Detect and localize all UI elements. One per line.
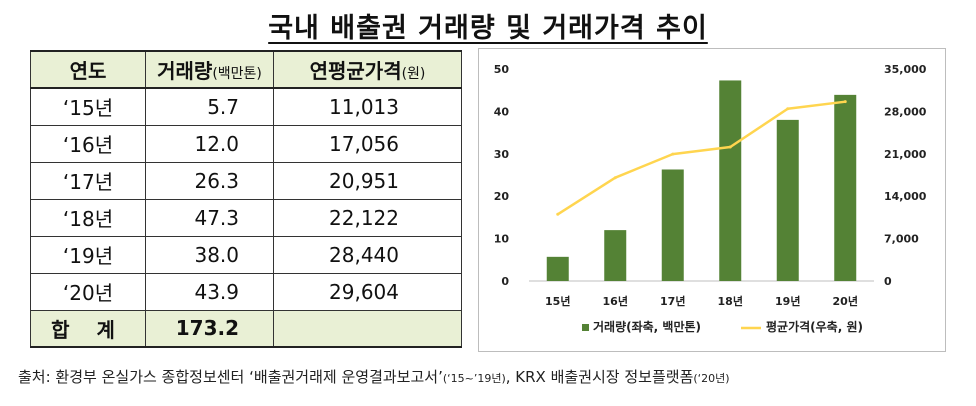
left-axis-tick-label: 0 (501, 275, 509, 288)
source-mid: , KRX 배출권시장 정보플랫폼 (505, 368, 694, 386)
left-axis-tick-label: 40 (494, 105, 510, 118)
row-volume: 12.0 (145, 124, 274, 163)
source-note-year: (‘20년) (693, 372, 730, 385)
row-year: ‘20년 (30, 272, 146, 311)
header-volume-unit: (백만톤) (212, 66, 262, 82)
legend-label-volume: 거래량(좌축, 백만톤) (593, 319, 701, 334)
row-volume: 38.0 (145, 235, 274, 274)
row-price: 20,951 (273, 161, 462, 200)
bar-volume (661, 169, 684, 281)
right-axis-tick-label: 35,000 (884, 63, 927, 76)
row-year: ‘18년 (30, 198, 146, 237)
header-year: 연도 (30, 50, 146, 89)
x-axis-tick-label: 18년 (718, 294, 743, 308)
right-axis-tick-label: 7,000 (884, 233, 919, 246)
x-axis-tick-label: 17년 (660, 294, 685, 308)
x-axis-tick-label: 19년 (775, 294, 800, 308)
right-axis-tick-label: 14,000 (884, 190, 927, 203)
row-year: ‘17년 (30, 161, 146, 200)
left-axis-tick-label: 10 (494, 233, 510, 246)
line-price-point (843, 100, 847, 104)
bar-volume (719, 80, 742, 281)
header-price-unit: (원) (401, 66, 426, 82)
table-row: ‘20년 43.9 29,604 (30, 272, 462, 311)
row-price: 22,122 (273, 198, 462, 237)
bar-volume (546, 256, 569, 281)
line-price-point (556, 212, 560, 216)
source-note-years: (‘15~’19년) (442, 372, 506, 385)
x-axis-tick-label: 15년 (545, 294, 570, 308)
x-axis-tick-label: 16년 (603, 294, 628, 308)
line-price (557, 100, 846, 216)
table-total-row: 합 계 173.2 (30, 309, 462, 348)
chart-container: 0 10 20 30 40 50 0 7,000 14,000 21,000 28,000 35,00… (478, 48, 946, 352)
right-axis-tick-label: 0 (884, 275, 892, 288)
table-row: ‘19년 38.0 28,440 (30, 235, 462, 274)
table-row: ‘17년 26.3 20,951 (30, 161, 462, 200)
table-row: ‘18년 47.3 22,122 (30, 198, 462, 237)
header-volume: 거래량(백만톤) (145, 50, 274, 89)
row-price: 29,604 (273, 272, 462, 311)
right-axis-tick-label: 28,000 (884, 105, 927, 118)
page-title: 국내 배출권 거래량 및 거래가격 추이 (268, 13, 708, 44)
row-year: ‘15년 (30, 87, 146, 126)
legend-label-price: 평균가격(우축, 원) (766, 319, 863, 334)
row-year: ‘16년 (30, 124, 146, 163)
right-axis-tick-label: 21,000 (884, 148, 927, 161)
row-volume: 43.9 (145, 272, 274, 311)
bar-volume (604, 230, 627, 281)
table-header-row: 연도 거래량(백만톤) 연평균가격(원) (30, 50, 462, 89)
total-volume: 173.2 (145, 309, 274, 348)
row-price: 11,013 (273, 87, 462, 126)
total-price-empty (273, 309, 462, 348)
line-price-point (728, 145, 732, 149)
row-price: 17,056 (273, 124, 462, 163)
row-volume: 26.3 (145, 161, 274, 200)
line-price-point (786, 107, 790, 111)
header-price: 연평균가격(원) (273, 50, 462, 89)
legend-swatch-volume (582, 324, 589, 331)
line-price-point (671, 152, 675, 156)
x-axis-tick-label: 20년 (833, 294, 858, 308)
combo-chart: 0 10 20 30 40 50 0 7,000 14,000 21,000 28,000 35,00… (494, 63, 927, 334)
row-volume: 5.7 (145, 87, 274, 126)
row-volume: 47.3 (145, 198, 274, 237)
bar-volume (776, 119, 799, 281)
left-axis-tick-label: 20 (494, 190, 510, 203)
left-axis-tick-label: 50 (494, 63, 510, 76)
data-table: 연도 거래량(백만톤) 연평균가격(원) ‘15년 5.7 11,013 ‘16… (30, 50, 462, 348)
source-main: 출처: 환경부 온실가스 종합정보센터 ‘배출권거래제 운영결과보고서’ (18, 368, 443, 386)
table-row: ‘15년 5.7 11,013 (30, 87, 462, 126)
row-year: ‘19년 (30, 235, 146, 274)
line-price-point (613, 176, 617, 180)
row-price: 28,440 (273, 235, 462, 274)
bar-volume (834, 94, 857, 281)
table-row: ‘16년 12.0 17,056 (30, 124, 462, 163)
left-axis-tick-label: 30 (494, 148, 510, 161)
source-note: 출처: 환경부 온실가스 종합정보센터 ‘배출권거래제 운영결과보고서’(‘15… (18, 366, 968, 387)
total-label: 합 계 (30, 309, 146, 348)
